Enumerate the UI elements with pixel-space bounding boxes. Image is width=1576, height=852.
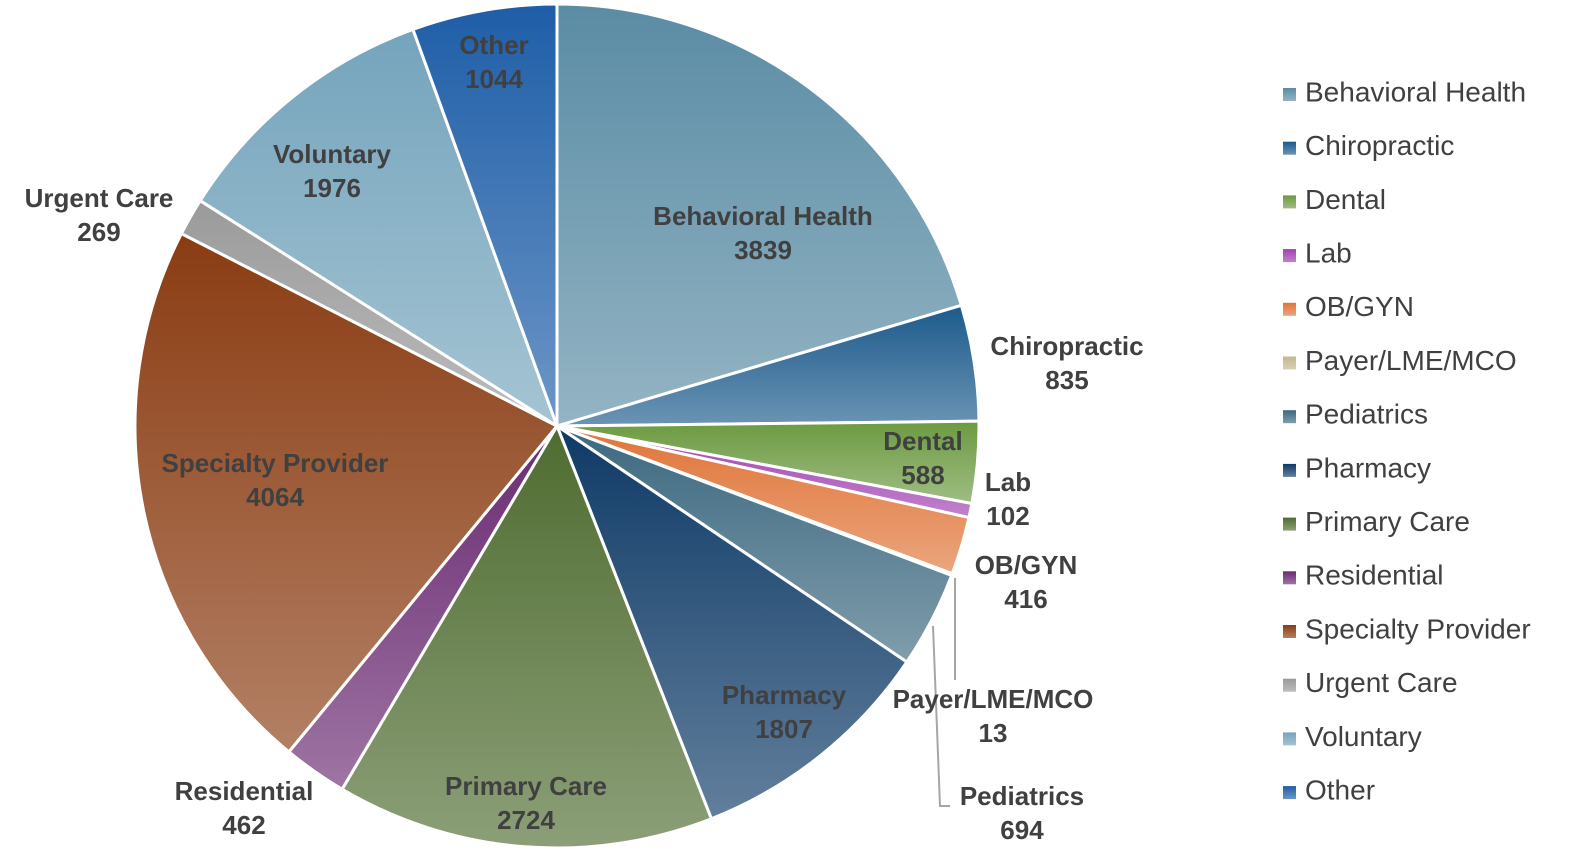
legend-swatch bbox=[1283, 410, 1296, 424]
data-label-name: Lab bbox=[985, 467, 1031, 497]
slice bbox=[340, 422, 714, 850]
legend-label: Pediatrics bbox=[1305, 399, 1428, 430]
legend-label: OB/GYN bbox=[1305, 291, 1414, 322]
data-label-name: Dental bbox=[883, 426, 962, 456]
slice bbox=[411, 2, 559, 427]
data-labels: Behavioral Health 3839 Chiropractic 835 Dent… bbox=[25, 30, 1144, 845]
legend-swatch bbox=[1283, 249, 1296, 263]
legend-swatch bbox=[1283, 732, 1296, 746]
data-label-value: 416 bbox=[1004, 584, 1047, 614]
legend-swatch bbox=[1283, 678, 1296, 692]
slice bbox=[133, 231, 560, 754]
legend-label: Urgent Care bbox=[1305, 667, 1458, 698]
data-label-value: 269 bbox=[77, 217, 120, 247]
data-label-name: Pediatrics bbox=[960, 781, 1084, 811]
data-label-name: Other bbox=[459, 30, 528, 60]
slice bbox=[553, 422, 909, 821]
data-label-value: 13 bbox=[979, 718, 1008, 748]
legend-label: Primary Care bbox=[1305, 506, 1470, 537]
legend-swatch bbox=[1283, 786, 1296, 800]
data-label-name: Payer/LME/MCO bbox=[893, 684, 1094, 714]
legend-label: Behavioral Health bbox=[1305, 76, 1526, 107]
legend-swatch bbox=[1283, 625, 1296, 638]
legend-swatch bbox=[1283, 195, 1296, 209]
data-label-value: 4064 bbox=[246, 482, 304, 512]
data-label-name: OB/GYN bbox=[975, 550, 1078, 580]
data-label-value: 3839 bbox=[734, 235, 792, 265]
legend-label: Lab bbox=[1305, 237, 1352, 268]
data-label-value: 1976 bbox=[303, 173, 361, 203]
data-label-name: Primary Care bbox=[445, 771, 607, 801]
slice bbox=[555, 2, 964, 429]
legend-label: Dental bbox=[1305, 184, 1386, 215]
slice bbox=[198, 27, 560, 430]
data-label-value: 694 bbox=[1000, 815, 1044, 845]
data-label-name: Urgent Care bbox=[25, 183, 174, 213]
legend-label: Voluntary bbox=[1305, 721, 1422, 752]
data-label-value: 102 bbox=[986, 501, 1029, 531]
data-label-value: 462 bbox=[222, 810, 265, 840]
legend-swatch bbox=[1283, 571, 1296, 585]
data-label-value: 1044 bbox=[465, 64, 523, 94]
pie bbox=[133, 2, 981, 850]
data-label-value: 1807 bbox=[755, 714, 813, 744]
data-label-name: Specialty Provider bbox=[162, 448, 389, 478]
data-label-value: 2724 bbox=[497, 805, 555, 835]
legend-label: Chiropractic bbox=[1305, 130, 1454, 161]
leader-line bbox=[932, 625, 950, 807]
legend-label: Residential bbox=[1305, 560, 1444, 591]
legend: Behavioral Health Chiropractic Dental Lab OB… bbox=[1283, 76, 1531, 805]
data-label-name: Chiropractic bbox=[990, 331, 1143, 361]
data-label-name: Pharmacy bbox=[722, 680, 847, 710]
data-label-value: 588 bbox=[901, 460, 944, 490]
legend-swatch bbox=[1283, 302, 1296, 316]
legend-swatch bbox=[1283, 463, 1296, 477]
legend-swatch bbox=[1283, 517, 1296, 531]
legend-swatch bbox=[1283, 88, 1296, 101]
legend-label: Payer/LME/MCO bbox=[1305, 345, 1517, 376]
legend-swatch bbox=[1283, 356, 1296, 370]
data-label-value: 835 bbox=[1045, 365, 1088, 395]
legend-label: Specialty Provider bbox=[1305, 613, 1531, 644]
data-label-name: Behavioral Health bbox=[653, 201, 873, 231]
legend-label: Other bbox=[1305, 774, 1375, 805]
legend-label: Pharmacy bbox=[1305, 452, 1431, 483]
data-label-name: Voluntary bbox=[273, 139, 392, 169]
legend-swatch bbox=[1283, 141, 1296, 155]
data-label-name: Residential bbox=[175, 776, 314, 806]
